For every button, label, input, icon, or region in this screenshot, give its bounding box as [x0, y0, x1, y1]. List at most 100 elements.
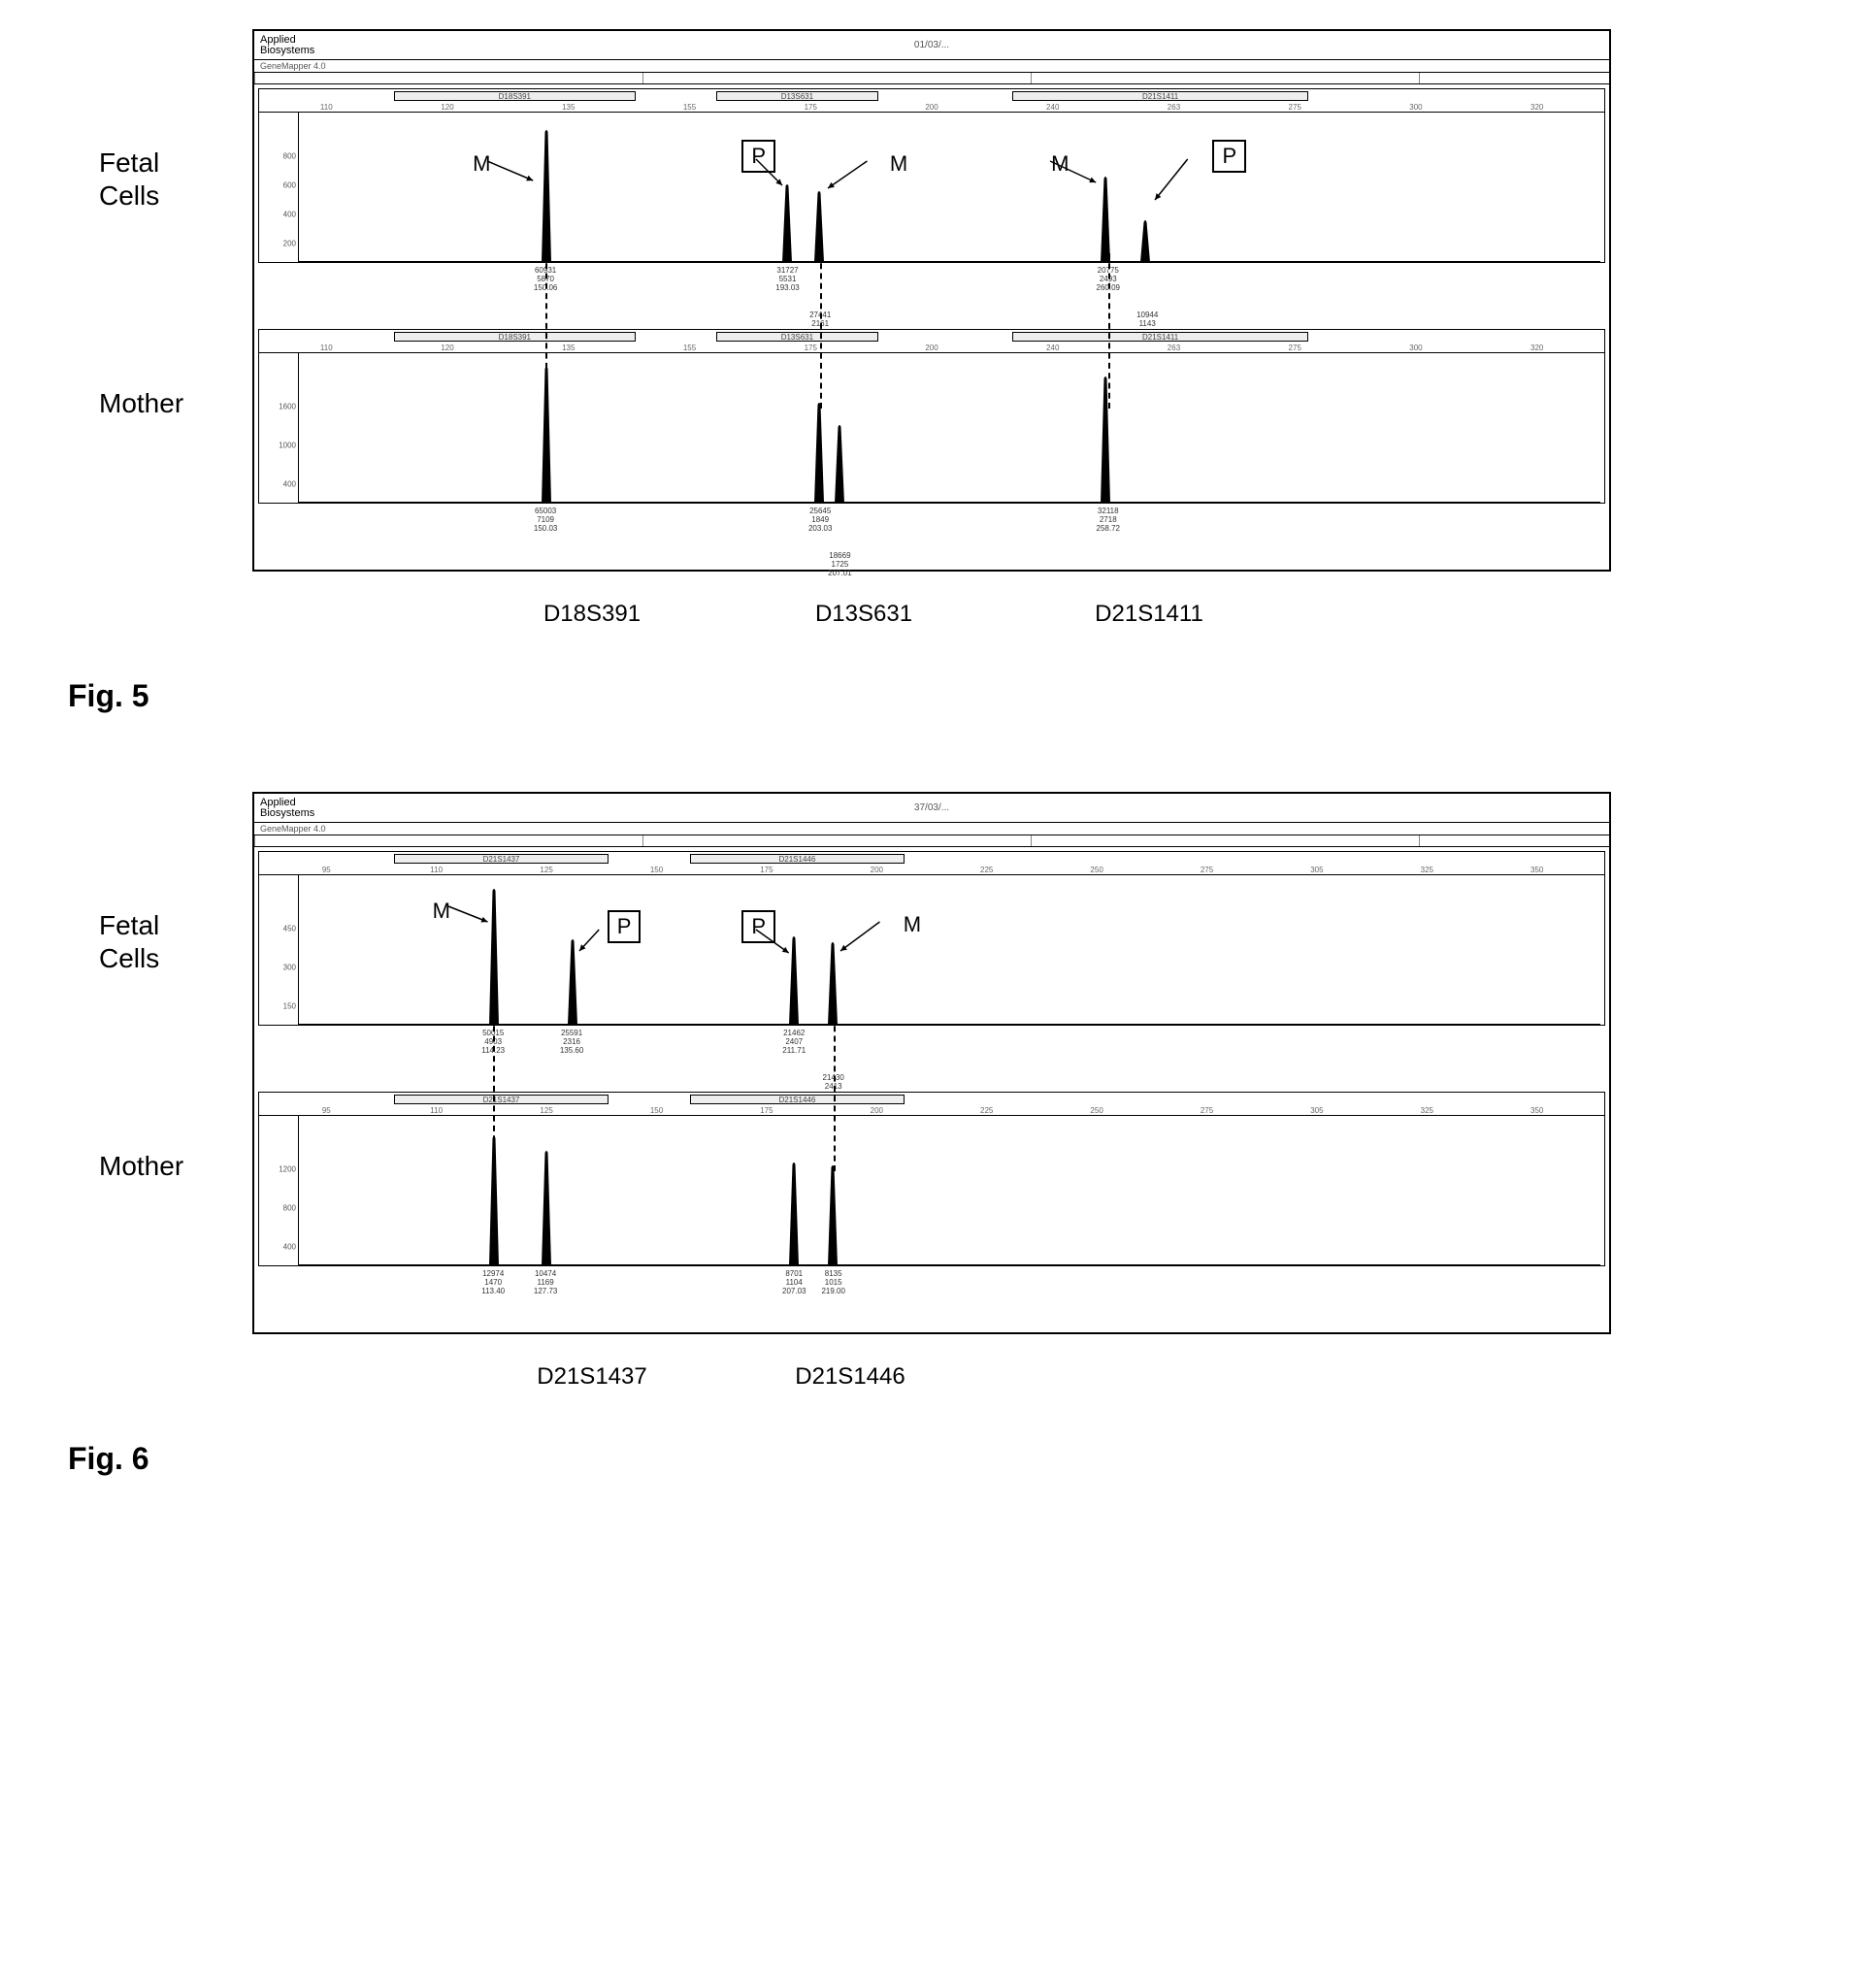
axis-tick: 350 — [1530, 866, 1543, 874]
axis-tick: 275 — [1201, 866, 1213, 874]
axis-tick: 120 — [441, 103, 453, 112]
panel-wrap: MotherD18S391D13S631D21S1411110120135155… — [254, 329, 1609, 566]
marker-bar: D13S631 — [716, 91, 877, 101]
axis-tick: 200 — [925, 103, 938, 112]
peak — [789, 934, 799, 1025]
bottom-marker-labels: D21S1437 D21S1446 — [252, 1363, 1611, 1402]
row-label: Mother — [99, 387, 245, 420]
marker-bar: D21S1446 — [690, 1095, 905, 1104]
axis-tick: 305 — [1310, 1106, 1323, 1115]
brand-text: Applied Biosystems — [260, 35, 314, 56]
marker-name-label: D13S631 — [815, 601, 912, 628]
electropherogram-panel: D18S391D13S631D21S1411110120135155175200… — [258, 88, 1605, 263]
peak-data-label: 21462 2407 211.71 — [782, 1030, 806, 1055]
y-axis-label: 1000 — [279, 442, 296, 450]
brand-line1: Applied — [260, 798, 314, 808]
electropherogram-panel: D18S391D13S631D21S1411110120135155175200… — [258, 329, 1605, 504]
annotation-box: P — [608, 910, 642, 943]
peak-data-label: 31727 5531 193.03 — [775, 267, 799, 292]
axis-tick: 250 — [1090, 866, 1103, 874]
row-label: FetalCells — [99, 147, 245, 212]
axis-tick: 110 — [320, 344, 333, 352]
axis-tick: 263 — [1168, 103, 1180, 112]
y-axis-label: 800 — [283, 152, 296, 161]
axis-tick: 120 — [441, 344, 453, 352]
axis-tick: 325 — [1421, 866, 1433, 874]
annotation-text: M — [433, 899, 450, 924]
figure-block: Applied Biosystems 37/03/...GeneMapper 4… — [10, 792, 1866, 1477]
annotation-text: M — [1051, 151, 1069, 177]
axis-tick: 320 — [1530, 344, 1543, 352]
annotation-box: P — [1212, 140, 1246, 173]
axis-tick: 200 — [871, 1106, 883, 1115]
peak — [835, 423, 844, 504]
software-frame: Applied Biosystems 37/03/...GeneMapper 4… — [252, 792, 1611, 1334]
peak-data-label: 65003 7109 150.03 — [534, 507, 557, 533]
peak — [828, 1163, 838, 1265]
y-axis-label: 1600 — [279, 403, 296, 411]
y-axis-label: 400 — [283, 1243, 296, 1252]
marker-bar: D21S1446 — [690, 854, 905, 864]
panel-ruler: D21S1437D21S1446951101251501752002252502… — [259, 852, 1604, 875]
marker-name-label: D21S1437 — [537, 1363, 646, 1391]
axis-tick: 320 — [1530, 103, 1543, 112]
header-center: 01/03/... — [914, 40, 949, 50]
marker-bar: D13S631 — [716, 332, 877, 342]
panel-wrap: FetalCellsD21S1437D21S144695110125150175… — [254, 851, 1609, 1088]
peak-data-label: 8701 1104 207.03 — [782, 1270, 806, 1295]
axis-tick: 110 — [320, 103, 333, 112]
axis-tick: 175 — [760, 1106, 773, 1115]
software-frame: Applied Biosystems 01/03/...GeneMapper 4… — [252, 29, 1611, 572]
axis-tick: 175 — [805, 103, 817, 112]
annotation-box: P — [741, 910, 775, 943]
axis-tick: 175 — [805, 344, 817, 352]
peak — [782, 182, 792, 263]
axis-tick: 135 — [562, 344, 575, 352]
panel-ruler: D21S1437D21S1446951101251501752002252502… — [259, 1093, 1604, 1116]
marker-name-label: D21S1446 — [795, 1363, 905, 1391]
y-axis: 150300450 — [259, 875, 298, 1025]
y-axis-label: 300 — [283, 964, 296, 972]
peak-labels-row: 65003 7109 150.0325645 1849 203.0318669 … — [297, 507, 1605, 566]
dash-connector — [545, 253, 547, 409]
annotation-text: M — [890, 151, 907, 177]
axis-tick: 250 — [1090, 1106, 1103, 1115]
panel-wrap: FetalCellsD18S391D13S631D21S141111012013… — [254, 88, 1609, 325]
axis-tick: 200 — [925, 344, 938, 352]
plot-area — [298, 875, 1600, 1025]
y-axis-label: 1200 — [279, 1165, 296, 1174]
axis-tick: 300 — [1409, 344, 1422, 352]
annotation-box: P — [741, 140, 775, 173]
baseline — [299, 502, 1600, 503]
dash-connector — [820, 253, 822, 409]
peak — [568, 937, 577, 1025]
axis-tick: 125 — [540, 1106, 552, 1115]
software-header: Applied Biosystems 37/03/... — [254, 794, 1609, 823]
bottom-marker-labels: D18S391D13S631D21S1411 — [252, 601, 1611, 639]
y-axis-label: 800 — [283, 1204, 296, 1213]
panel-ruler: D18S391D13S631D21S1411110120135155175200… — [259, 89, 1604, 113]
panel-ruler: D18S391D13S631D21S1411110120135155175200… — [259, 330, 1604, 353]
axis-tick: 225 — [980, 1106, 993, 1115]
header-center: 37/03/... — [914, 802, 949, 813]
peak-data-label: 25645 1849 203.03 — [808, 507, 832, 533]
dash-connector — [1108, 253, 1110, 409]
software-subheader — [254, 73, 1609, 84]
plot-area — [298, 353, 1600, 503]
marker-bar: D21S1437 — [394, 1095, 609, 1104]
panel-wrap: MotherD21S1437D21S1446951101251501752002… — [254, 1092, 1609, 1328]
axis-tick: 135 — [562, 103, 575, 112]
row-label: Mother — [99, 1150, 245, 1183]
axis-tick: 325 — [1421, 1106, 1433, 1115]
axis-tick: 225 — [980, 866, 993, 874]
y-axis-label: 600 — [283, 181, 296, 190]
baseline — [299, 261, 1600, 262]
peak-data-label: 10474 1169 127.73 — [534, 1270, 557, 1295]
axis-tick: 150 — [650, 866, 663, 874]
axis-tick: 155 — [683, 103, 696, 112]
marker-name-label: D18S391 — [543, 601, 641, 628]
figure-caption: Fig. 6 — [68, 1441, 1866, 1477]
brand-line2: Biosystems — [260, 808, 314, 819]
electropherogram-panel: D21S1437D21S1446951101251501752002252502… — [258, 851, 1605, 1026]
peak-labels-row: 60931 5870 150.0631727 5531 193.0327441 … — [297, 267, 1605, 325]
